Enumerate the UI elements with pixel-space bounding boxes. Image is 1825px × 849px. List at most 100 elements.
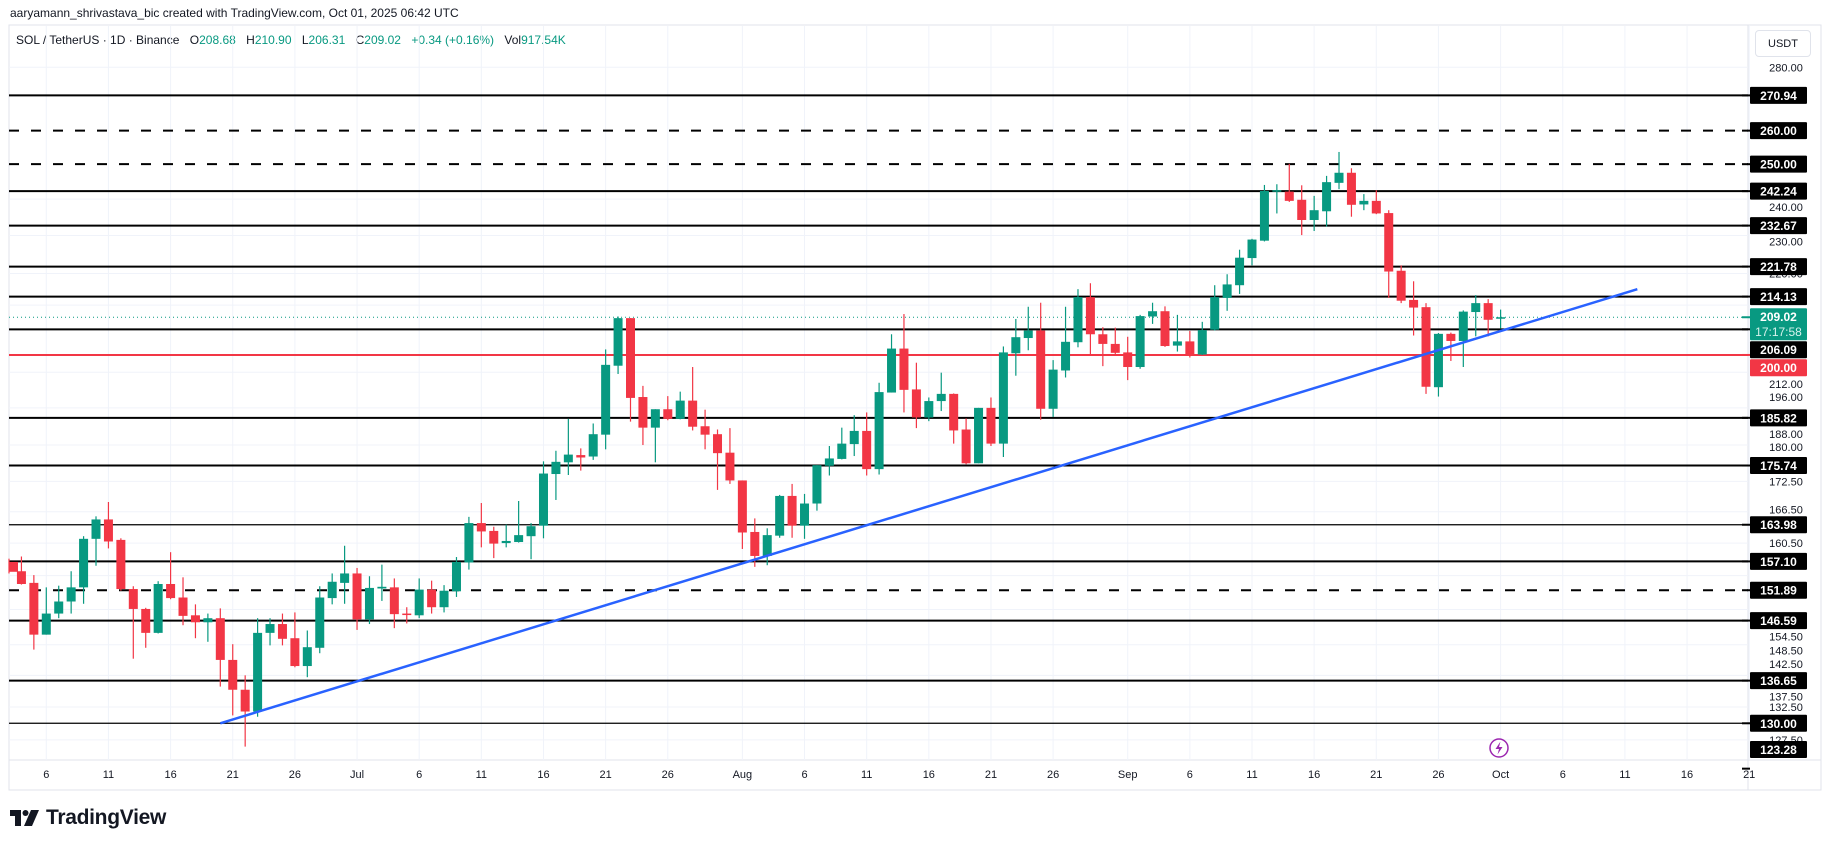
time-tick-label: 6 bbox=[1187, 769, 1193, 781]
candle bbox=[601, 349, 611, 450]
candle bbox=[638, 385, 648, 446]
candle bbox=[66, 571, 76, 614]
candle bbox=[1235, 249, 1245, 294]
candle-body bbox=[1496, 317, 1506, 319]
candle-body bbox=[166, 583, 176, 599]
candle-body bbox=[1421, 307, 1431, 387]
symbol-name[interactable]: SOL / TetherUS · 1D · Binance bbox=[16, 33, 180, 47]
level-price-label-box bbox=[1750, 86, 1807, 104]
candle-body bbox=[737, 480, 747, 533]
trendline[interactable] bbox=[219, 287, 1638, 725]
candle bbox=[501, 524, 511, 548]
candle-body bbox=[675, 400, 685, 419]
price-tick-label: 154.50 bbox=[1769, 632, 1803, 644]
candle bbox=[936, 372, 946, 412]
candle-body bbox=[762, 535, 772, 556]
candle bbox=[1185, 330, 1195, 358]
tradingview-logo[interactable]: TradingView bbox=[10, 806, 166, 830]
price-tick-label: 172.50 bbox=[1769, 476, 1803, 488]
candle bbox=[1309, 195, 1319, 232]
time-tick-label: 21 bbox=[1370, 769, 1382, 781]
candle-body bbox=[265, 624, 275, 633]
event-marker[interactable] bbox=[1489, 738, 1509, 758]
candle bbox=[1085, 283, 1095, 356]
candle bbox=[8, 558, 18, 574]
candle bbox=[675, 391, 685, 420]
candle-body bbox=[1446, 333, 1456, 341]
current-price-label-box bbox=[1750, 308, 1807, 341]
candle bbox=[178, 577, 188, 626]
candle-body bbox=[253, 632, 263, 712]
candle bbox=[352, 567, 362, 630]
candle-body bbox=[613, 318, 623, 366]
change-value: +0.34 (+0.16%) bbox=[411, 33, 495, 47]
candle-body bbox=[1048, 369, 1058, 409]
candle-body bbox=[414, 589, 424, 616]
candle-body bbox=[1148, 311, 1158, 317]
candle-body bbox=[650, 409, 660, 428]
candle-body bbox=[1172, 341, 1182, 346]
candle bbox=[1135, 314, 1145, 369]
candle bbox=[1011, 318, 1021, 376]
price-tick-label: 137.50 bbox=[1769, 691, 1803, 703]
candle bbox=[762, 528, 772, 566]
level-price-label-box bbox=[1750, 552, 1807, 570]
candle bbox=[551, 450, 561, 500]
candle bbox=[1396, 265, 1406, 304]
candle-body bbox=[663, 409, 673, 419]
candle-body bbox=[302, 647, 312, 667]
level-price-label-box bbox=[1750, 741, 1807, 758]
time-tick-label: 6 bbox=[43, 769, 49, 781]
candle-body bbox=[514, 535, 524, 543]
candle bbox=[775, 494, 785, 538]
candle-body bbox=[812, 465, 822, 504]
candle bbox=[79, 536, 89, 604]
candle-body bbox=[887, 348, 897, 393]
candle bbox=[1210, 285, 1220, 331]
level-price-label: 151.89 bbox=[1760, 584, 1797, 598]
candle-body bbox=[1409, 299, 1419, 308]
candle-body bbox=[79, 538, 89, 588]
candle-body bbox=[1334, 172, 1344, 183]
candle bbox=[364, 576, 374, 625]
candle bbox=[911, 362, 921, 429]
candle-body bbox=[837, 443, 847, 459]
level-price-label: 242.24 bbox=[1760, 185, 1797, 199]
candle bbox=[41, 587, 51, 635]
candle bbox=[427, 580, 437, 614]
currency-button[interactable]: USDT bbox=[1755, 30, 1811, 57]
candle bbox=[1036, 302, 1046, 420]
lightning-icon[interactable] bbox=[1495, 741, 1503, 755]
candle bbox=[800, 493, 810, 539]
candle bbox=[1409, 281, 1419, 336]
volume-label: Vol bbox=[504, 33, 522, 47]
candle bbox=[1160, 306, 1170, 347]
candle bbox=[414, 578, 424, 619]
level-price-label-box bbox=[1750, 217, 1807, 235]
level-price-label: 250.00 bbox=[1760, 158, 1797, 172]
candle-body bbox=[91, 519, 101, 539]
high-label: H bbox=[246, 33, 255, 47]
candle bbox=[1123, 336, 1133, 381]
level-price-label-box bbox=[1750, 359, 1807, 377]
candle-body bbox=[1458, 311, 1468, 341]
candle-body bbox=[874, 392, 884, 470]
time-axis[interactable]: 6 11 16 21 26 Jul 6 11 16 21 26 Aug 6 11 16 21 26 Sep 6 11 1… bbox=[43, 769, 1755, 781]
candle-body bbox=[352, 573, 362, 620]
candle bbox=[451, 557, 461, 597]
candle bbox=[290, 612, 300, 668]
level-price-label-box bbox=[1750, 612, 1807, 630]
candle-body bbox=[1011, 337, 1021, 354]
candle-body bbox=[1197, 330, 1207, 355]
time-tick-label: 26 bbox=[1047, 769, 1059, 781]
candle-body bbox=[389, 587, 399, 615]
candle-body bbox=[41, 613, 51, 635]
price-tick-label: 240.00 bbox=[1769, 202, 1803, 214]
candle-body bbox=[1396, 270, 1406, 301]
level-price-label: 206.09 bbox=[1760, 343, 1797, 357]
candle-body bbox=[862, 430, 872, 470]
candle bbox=[1148, 302, 1158, 324]
candle bbox=[899, 314, 909, 413]
level-price-label-box bbox=[1750, 516, 1807, 534]
